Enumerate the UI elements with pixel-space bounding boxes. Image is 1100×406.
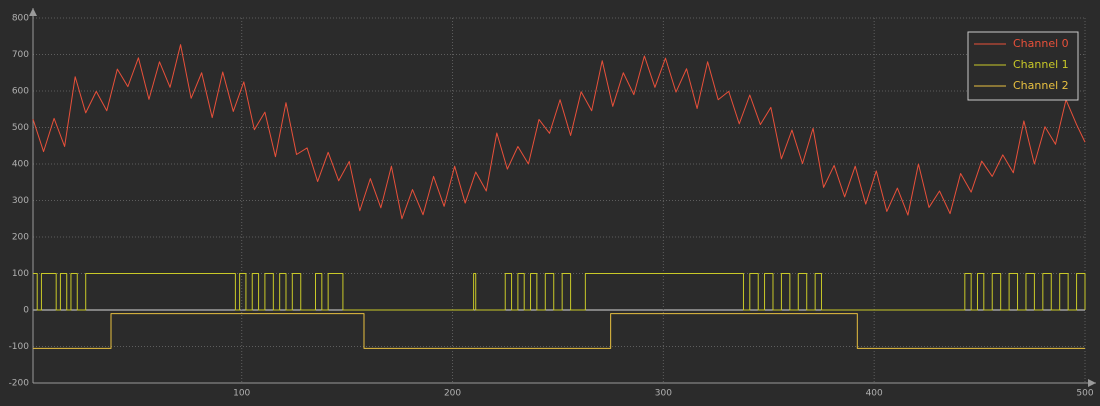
legend-label: Channel 2 <box>1013 79 1069 92</box>
y-tick-label: 200 <box>12 233 29 243</box>
legend-label: Channel 0 <box>1013 37 1069 50</box>
y-tick-label: 800 <box>12 14 29 24</box>
y-tick-label: -200 <box>9 379 30 389</box>
y-tick-label: 0 <box>23 306 29 316</box>
x-tick-label: 300 <box>655 389 672 399</box>
y-tick-label: 400 <box>12 160 29 170</box>
legend-box <box>967 31 1079 101</box>
series-line <box>32 44 1086 220</box>
y-tick-label: 100 <box>12 269 29 279</box>
y-tick-label: 700 <box>12 50 29 60</box>
series-line <box>33 273 1086 311</box>
legend-label: Channel 1 <box>1013 58 1069 71</box>
y-axis-arrow <box>29 8 37 16</box>
series-line <box>33 313 1085 349</box>
x-tick-label: 500 <box>1076 389 1093 399</box>
x-axis-arrow <box>1088 379 1096 387</box>
x-tick-label: 400 <box>866 389 883 399</box>
x-tick-label: 200 <box>444 389 461 399</box>
y-tick-label: 600 <box>12 87 29 97</box>
x-tick-label: 100 <box>233 389 250 399</box>
y-tick-label: 500 <box>12 123 29 133</box>
y-tick-label: -100 <box>9 342 30 352</box>
y-tick-label: 300 <box>12 196 29 206</box>
